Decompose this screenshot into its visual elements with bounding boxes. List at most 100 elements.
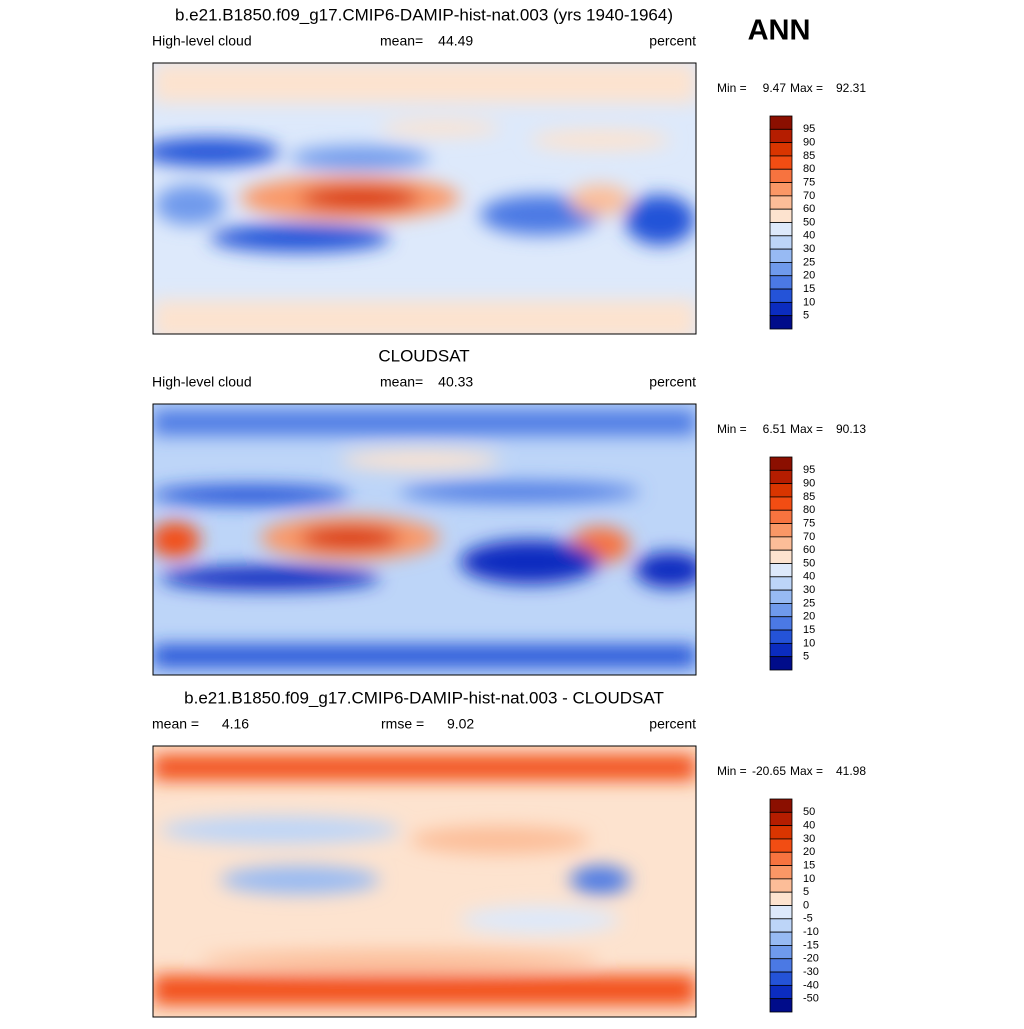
max-label: Max =	[790, 81, 823, 95]
stat-value: 9.02	[447, 716, 474, 732]
colorbar-box	[769, 998, 793, 1013]
colorbar-label: 70	[803, 190, 815, 202]
min-label: Min =	[717, 81, 747, 95]
colorbar-box	[769, 958, 793, 973]
colorbar-box	[769, 656, 793, 671]
stat-label: rmse =	[381, 716, 424, 732]
colorbar-label: -20	[803, 953, 819, 965]
colorbar-box	[769, 563, 793, 578]
colorbar-box	[769, 523, 793, 538]
colorbar-label: 60	[803, 203, 815, 215]
colorbar-box	[769, 642, 793, 658]
colorbar-box	[769, 262, 793, 277]
min-label: Min =	[717, 422, 747, 436]
colorbar-label: 75	[803, 517, 815, 529]
colorbar-box	[769, 811, 793, 827]
colorbar-label: 20	[803, 611, 815, 623]
colorbar-box	[769, 798, 793, 813]
colorbar-label: 25	[803, 256, 815, 268]
colorbar-label: 90	[803, 137, 815, 149]
colorbar-label: 30	[803, 584, 815, 596]
colorbar-label: 10	[803, 873, 815, 885]
colorbar-label: 95	[803, 123, 815, 135]
colorbar-label: -10	[803, 926, 819, 938]
colorbar-label: 20	[803, 270, 815, 282]
stat-value: 40.33	[438, 374, 473, 390]
min-value: 9.47	[763, 81, 787, 95]
colorbar-label: 95	[803, 464, 815, 476]
stat-label: mean=	[380, 33, 423, 49]
colorbar-box	[769, 905, 793, 920]
colorbar-box	[769, 115, 793, 130]
colorbar-box	[769, 945, 793, 960]
panel-title: b.e21.B1850.f09_g17.CMIP6-DAMIP-hist-nat…	[175, 5, 673, 24]
units: percent	[649, 716, 696, 732]
map-frame	[152, 745, 697, 1018]
colorbar-box	[769, 315, 793, 330]
colorbar-box	[769, 182, 793, 197]
colorbar-label: -30	[803, 966, 819, 978]
panel-title: CLOUDSAT	[378, 346, 469, 365]
colorbar-box	[769, 222, 793, 237]
colorbar-label: 50	[803, 557, 815, 569]
colorbar-box	[769, 301, 793, 317]
colorbar-label: -50	[803, 993, 819, 1005]
max-value: 90.13	[836, 422, 866, 436]
colorbar-label: -40	[803, 979, 819, 991]
colorbar-label: 5	[803, 886, 809, 898]
colorbar-label: -5	[803, 913, 813, 925]
colorbar-label: 85	[803, 150, 815, 162]
colorbar-label: 60	[803, 544, 815, 556]
max-value: 92.31	[836, 81, 866, 95]
colorbar-box	[769, 891, 793, 906]
max-label: Max =	[790, 764, 823, 778]
colorbar-box	[769, 971, 793, 986]
colorbar-label: 80	[803, 504, 815, 516]
colorbar-label: 5	[803, 310, 809, 322]
colorbar-box	[769, 195, 793, 210]
map-field	[153, 746, 696, 1017]
colorbar-label: 20	[803, 846, 815, 858]
season-label: ANN	[748, 15, 811, 47]
colorbar-label: 90	[803, 478, 815, 490]
colorbar-box	[769, 984, 793, 1000]
colorbar-label: 5	[803, 651, 809, 663]
map-field	[153, 63, 696, 334]
map-frame	[152, 62, 697, 335]
colorbar-box	[769, 629, 793, 644]
colorbar-label: 15	[803, 283, 815, 295]
colorbar-label: 30	[803, 243, 815, 255]
map-frame	[152, 403, 697, 676]
colorbar-label: -15	[803, 939, 819, 951]
colorbar-box	[769, 155, 793, 170]
colorbar-box	[769, 235, 793, 250]
colorbar-box	[769, 825, 793, 840]
colorbar-box	[769, 208, 793, 223]
min-label: Min =	[717, 764, 747, 778]
colorbar-label: 50	[803, 806, 815, 818]
colorbar-label: 10	[803, 637, 815, 649]
stat-value: 4.16	[222, 716, 249, 732]
subtitle-left: High-level cloud	[152, 33, 252, 49]
colorbar-label: 40	[803, 230, 815, 242]
colorbar-box	[769, 496, 793, 511]
colorbar-box	[769, 288, 793, 303]
colorbar-box	[769, 128, 793, 144]
colorbar-box	[769, 509, 793, 524]
colorbar-box	[769, 931, 793, 946]
colorbar-label: 75	[803, 176, 815, 188]
colorbar-label: 25	[803, 597, 815, 609]
colorbar-label: 15	[803, 859, 815, 871]
colorbar-label: 80	[803, 163, 815, 175]
colorbar-box	[769, 851, 793, 866]
stat-label: mean=	[380, 374, 423, 390]
colorbar-label: 50	[803, 216, 815, 228]
colorbar-box	[769, 603, 793, 618]
units: percent	[649, 33, 696, 49]
colorbar-label: 30	[803, 833, 815, 845]
stat-label: mean =	[152, 716, 199, 732]
colorbar-box	[769, 549, 793, 564]
colorbar-box	[769, 248, 793, 263]
